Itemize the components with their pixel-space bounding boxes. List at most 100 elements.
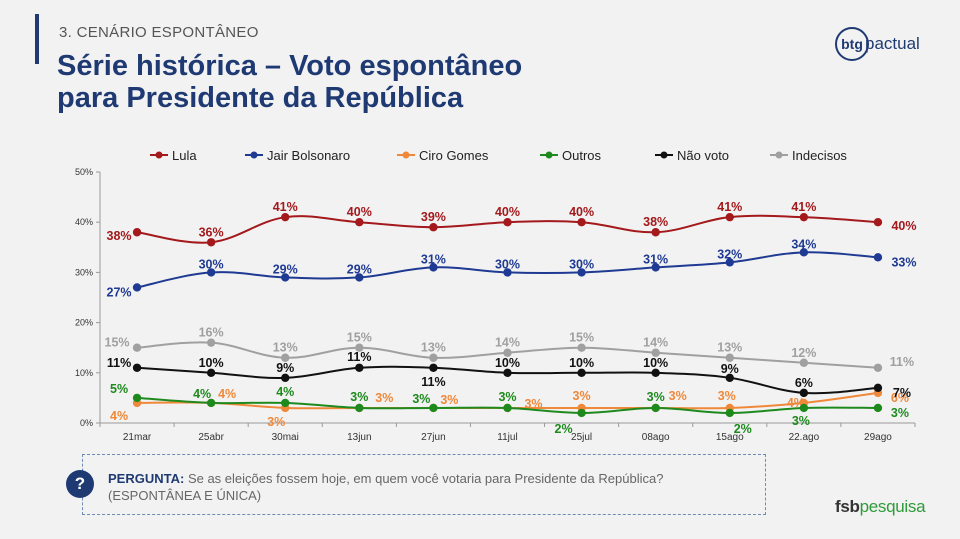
data-label-ciro-gomes: 3% xyxy=(267,415,285,429)
data-label-ciro-gomes: 3% xyxy=(573,389,591,403)
data-label-indecisos: 12% xyxy=(791,346,816,360)
data-point-indecisos xyxy=(651,348,660,357)
data-point-indecisos xyxy=(281,353,290,362)
data-label-indecisos: 16% xyxy=(199,326,224,340)
data-label-lula: 40% xyxy=(495,205,520,219)
data-point-outros xyxy=(799,403,809,413)
data-label-jair-bolsonaro: 30% xyxy=(495,257,520,271)
data-label-outros: 3% xyxy=(412,392,430,406)
data-label-ciro-gomes: 3% xyxy=(440,393,458,407)
title-line-2: para Presidente da República xyxy=(57,82,464,114)
data-point-indecisos xyxy=(873,363,883,372)
question-label: PERGUNTA: xyxy=(108,471,185,486)
y-tick-label: 40% xyxy=(75,217,93,227)
data-point-indecisos xyxy=(132,343,142,352)
data-point-lula xyxy=(429,223,438,232)
data-point-jair-bolsonaro xyxy=(799,248,809,257)
question-subtext: (ESPONTÂNEA E ÚNICA) xyxy=(108,488,262,503)
data-label-jair-bolsonaro: 27% xyxy=(107,285,132,299)
data-label-outros: 5% xyxy=(110,382,128,396)
data-point-jair-bolsonaro xyxy=(429,263,438,272)
data-label-jair-bolsonaro: 32% xyxy=(717,247,742,261)
legend-label: Jair Bolsonaro xyxy=(267,148,350,163)
data-label-n-o-voto: 11% xyxy=(421,375,445,389)
data-label-lula: 38% xyxy=(643,215,668,229)
data-label-indecisos: 15% xyxy=(105,336,130,350)
btg-logo-mark: btg xyxy=(835,27,869,61)
data-label-ciro-gomes: 4% xyxy=(110,409,128,423)
data-point-outros xyxy=(206,398,216,408)
data-point-jair-bolsonaro xyxy=(725,258,734,267)
data-label-outros: 3% xyxy=(498,390,516,404)
x-tick-label: 15ago xyxy=(716,432,744,443)
data-point-n-o-voto xyxy=(355,363,364,372)
data-label-jair-bolsonaro: 29% xyxy=(273,262,298,276)
data-label-outros: 2% xyxy=(734,422,752,436)
y-tick-label: 0% xyxy=(80,418,93,428)
data-point-n-o-voto xyxy=(577,368,586,377)
legend-marker xyxy=(660,151,668,159)
data-label-outros: 4% xyxy=(193,387,211,401)
data-point-n-o-voto xyxy=(206,368,216,377)
data-point-jair-bolsonaro xyxy=(355,273,364,282)
legend-label: Não voto xyxy=(677,148,729,163)
data-label-jair-bolsonaro: 30% xyxy=(199,257,224,271)
btg-logo-text: pactual xyxy=(865,34,920,53)
data-label-jair-bolsonaro: 34% xyxy=(791,237,816,251)
x-tick-label: 21mar xyxy=(123,432,152,443)
data-label-lula: 40% xyxy=(891,219,916,233)
question-text: PERGUNTA: Se as eleições fossem hoje, em… xyxy=(108,470,758,487)
data-point-outros xyxy=(281,398,290,408)
data-point-n-o-voto xyxy=(651,368,660,377)
x-tick-label: 11jul xyxy=(497,432,517,443)
data-label-outros: 3% xyxy=(647,390,665,404)
data-label-n-o-voto: 9% xyxy=(276,361,294,375)
data-point-lula xyxy=(651,228,660,237)
data-label-outros: 3% xyxy=(350,390,368,404)
legend-label: Indecisos xyxy=(792,148,847,163)
data-point-outros xyxy=(725,408,734,418)
data-point-n-o-voto xyxy=(873,383,883,393)
data-label-indecisos: 13% xyxy=(273,341,298,355)
data-label-lula: 36% xyxy=(199,225,224,239)
data-label-ciro-gomes: 3% xyxy=(669,389,687,403)
data-point-lula xyxy=(355,218,364,227)
data-point-jair-bolsonaro xyxy=(206,268,216,277)
data-point-n-o-voto xyxy=(429,363,438,372)
data-point-lula xyxy=(799,212,809,222)
data-label-n-o-voto: 10% xyxy=(495,356,520,370)
x-tick-label: 08ago xyxy=(642,432,670,443)
data-label-indecisos: 13% xyxy=(717,341,742,355)
data-label-n-o-voto: 10% xyxy=(643,356,668,370)
page-title: Série histórica – Voto espontâneo para P… xyxy=(57,50,522,114)
data-point-jair-bolsonaro xyxy=(281,273,290,282)
btg-pactual-logo: btg pactual xyxy=(835,27,920,61)
x-tick-label: 13jun xyxy=(347,432,371,443)
data-point-outros xyxy=(651,403,660,413)
data-point-indecisos xyxy=(206,338,216,347)
data-label-jair-bolsonaro: 31% xyxy=(643,252,668,266)
y-tick-label: 50% xyxy=(75,167,93,177)
data-point-lula xyxy=(725,212,734,222)
question-icon: ? xyxy=(66,470,94,498)
data-label-outros: 2% xyxy=(555,422,573,436)
data-point-indecisos xyxy=(577,343,586,352)
data-point-lula xyxy=(281,212,290,222)
data-label-indecisos: 11% xyxy=(890,355,914,369)
data-point-indecisos xyxy=(355,343,364,352)
data-point-jair-bolsonaro xyxy=(132,283,142,292)
data-label-lula: 39% xyxy=(421,210,446,224)
data-point-indecisos xyxy=(503,348,512,357)
data-label-jair-bolsonaro: 29% xyxy=(347,262,372,276)
fsb-pesquisa-logo: fsbpesquisa xyxy=(835,497,926,517)
data-label-n-o-voto: 10% xyxy=(199,356,224,370)
legend-label: Outros xyxy=(562,148,602,163)
data-label-n-o-voto: 9% xyxy=(721,362,739,376)
data-point-jair-bolsonaro xyxy=(503,268,512,277)
data-label-outros: 3% xyxy=(891,406,909,420)
data-label-indecisos: 13% xyxy=(421,341,446,355)
fsb-logo-bold: fsb xyxy=(835,497,860,516)
data-label-outros: 4% xyxy=(276,385,294,399)
data-label-ciro-gomes: 6% xyxy=(891,391,909,405)
